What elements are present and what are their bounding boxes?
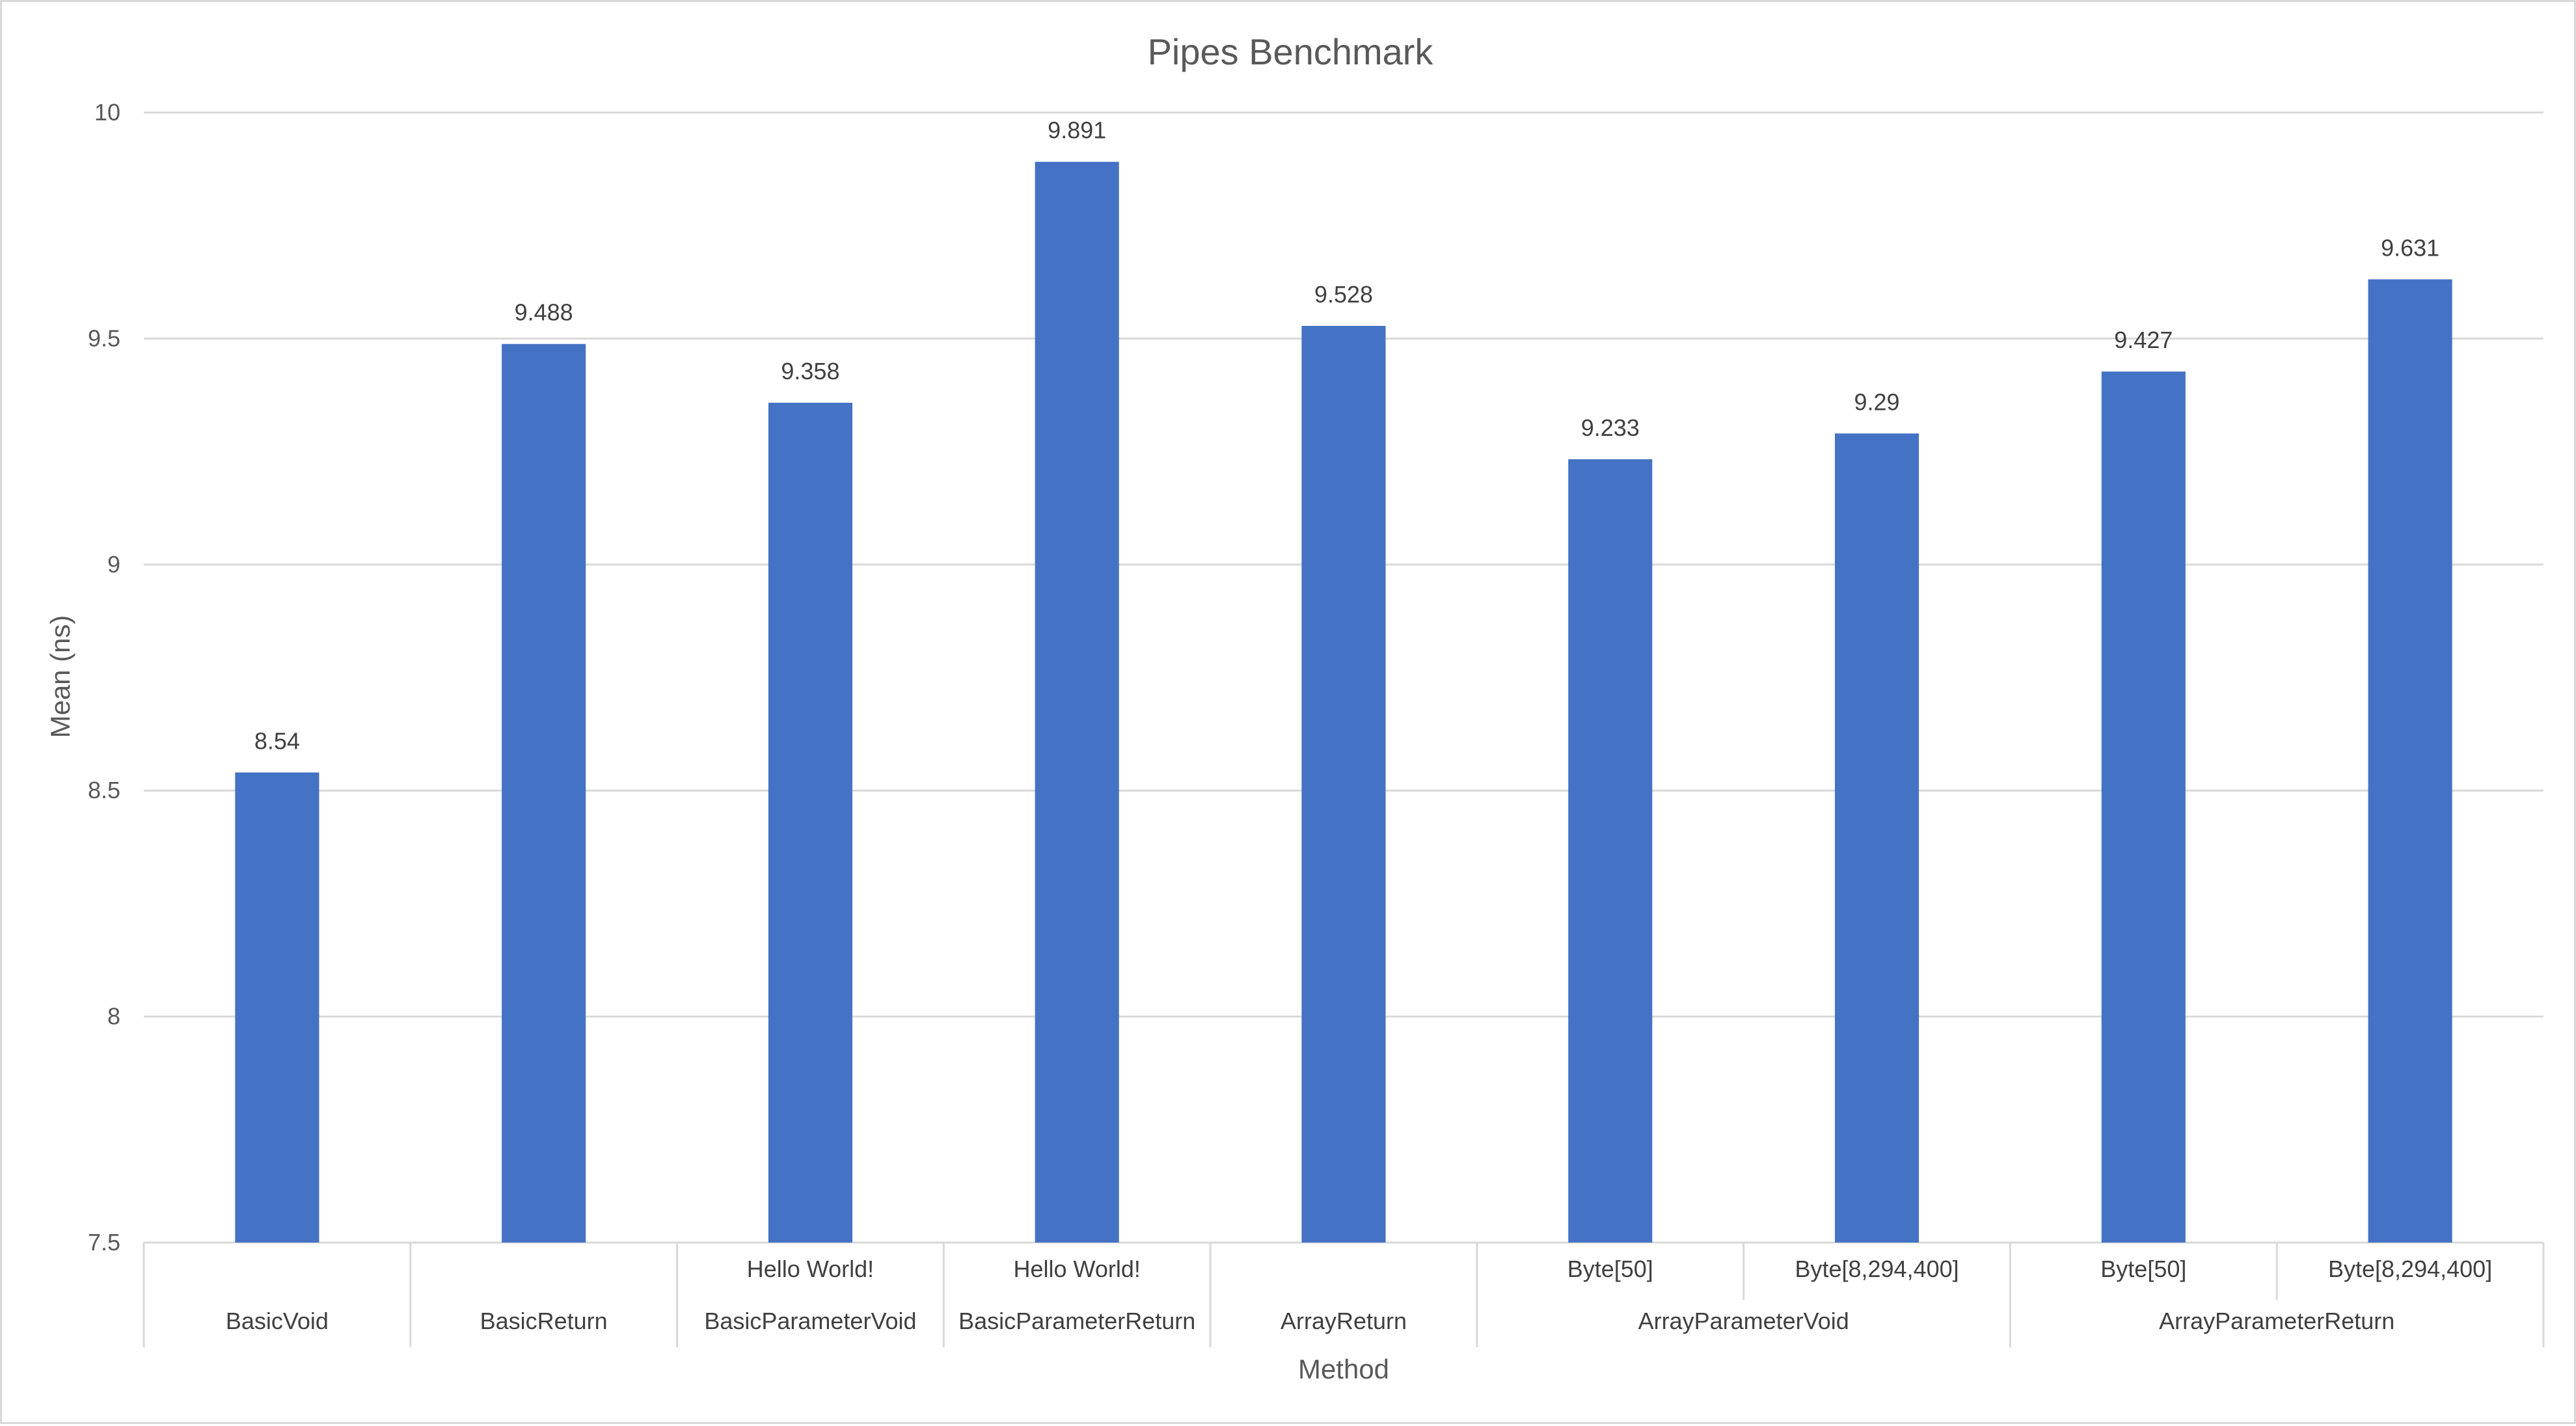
y-tick-label: 8.5 bbox=[88, 777, 120, 803]
x-axis-categories: Hello World! Hello World! Byte[50] Byte[8,2… bbox=[142, 1243, 2545, 1347]
y-tick-label: 10 bbox=[94, 99, 120, 126]
x-subcategory-label: Hello World! bbox=[1014, 1256, 1141, 1282]
x-group-label: ArrayParameterReturn bbox=[2159, 1308, 2394, 1334]
bar bbox=[235, 772, 319, 1243]
data-label: 9.488 bbox=[515, 299, 573, 326]
chart-title: Pipes Benchmark bbox=[1148, 31, 1434, 72]
y-axis-ticks: 7.5 8 8.5 9 9.5 10 bbox=[88, 99, 120, 1256]
bar bbox=[502, 343, 586, 1243]
x-subcategory-label: Byte[50] bbox=[2100, 1256, 2186, 1282]
data-label: 9.29 bbox=[1854, 388, 1900, 415]
bar bbox=[2101, 371, 2186, 1243]
data-label: 9.358 bbox=[781, 358, 839, 384]
x-group-label: BasicParameterVoid bbox=[704, 1308, 916, 1334]
x-subcategory-label: Byte[8,294,400] bbox=[1795, 1256, 1959, 1282]
bar bbox=[1568, 459, 1653, 1243]
x-subcategory-label: Hello World! bbox=[747, 1256, 874, 1282]
y-tick-label: 9.5 bbox=[88, 325, 120, 351]
data-label: 9.528 bbox=[1314, 281, 1373, 308]
bars bbox=[235, 161, 2452, 1243]
x-subcategory-label: Byte[50] bbox=[1567, 1256, 1653, 1282]
bar bbox=[1835, 433, 1919, 1243]
x-group-label: BasicParameterReturn bbox=[958, 1308, 1195, 1334]
x-axis-title: Method bbox=[1298, 1354, 1389, 1384]
y-tick-label: 7.5 bbox=[88, 1229, 120, 1256]
y-tick-label: 8 bbox=[107, 1003, 120, 1030]
data-label: 9.427 bbox=[2114, 327, 2173, 353]
bar bbox=[2368, 279, 2452, 1243]
y-axis-title: Mean (ns) bbox=[45, 615, 75, 738]
data-labels: 8.54 9.488 9.358 9.891 9.528 9.233 9.29 9.427 9.… bbox=[254, 117, 2439, 755]
bar bbox=[768, 403, 852, 1243]
x-group-label: BasicReturn bbox=[480, 1308, 608, 1334]
data-label: 9.891 bbox=[1048, 117, 1106, 144]
data-label: 9.233 bbox=[1581, 414, 1640, 441]
y-tick-label: 9 bbox=[107, 551, 120, 578]
x-subcategory-label: Byte[8,294,400] bbox=[2328, 1256, 2492, 1282]
data-label: 8.54 bbox=[254, 727, 300, 754]
bar bbox=[1035, 161, 1119, 1243]
data-label: 9.631 bbox=[2381, 234, 2439, 261]
x-group-label: BasicVoid bbox=[226, 1308, 329, 1334]
bar bbox=[1301, 325, 1386, 1243]
x-group-label: ArrayParameterVoid bbox=[1638, 1308, 1849, 1334]
x-group-label: ArrayReturn bbox=[1281, 1308, 1407, 1334]
